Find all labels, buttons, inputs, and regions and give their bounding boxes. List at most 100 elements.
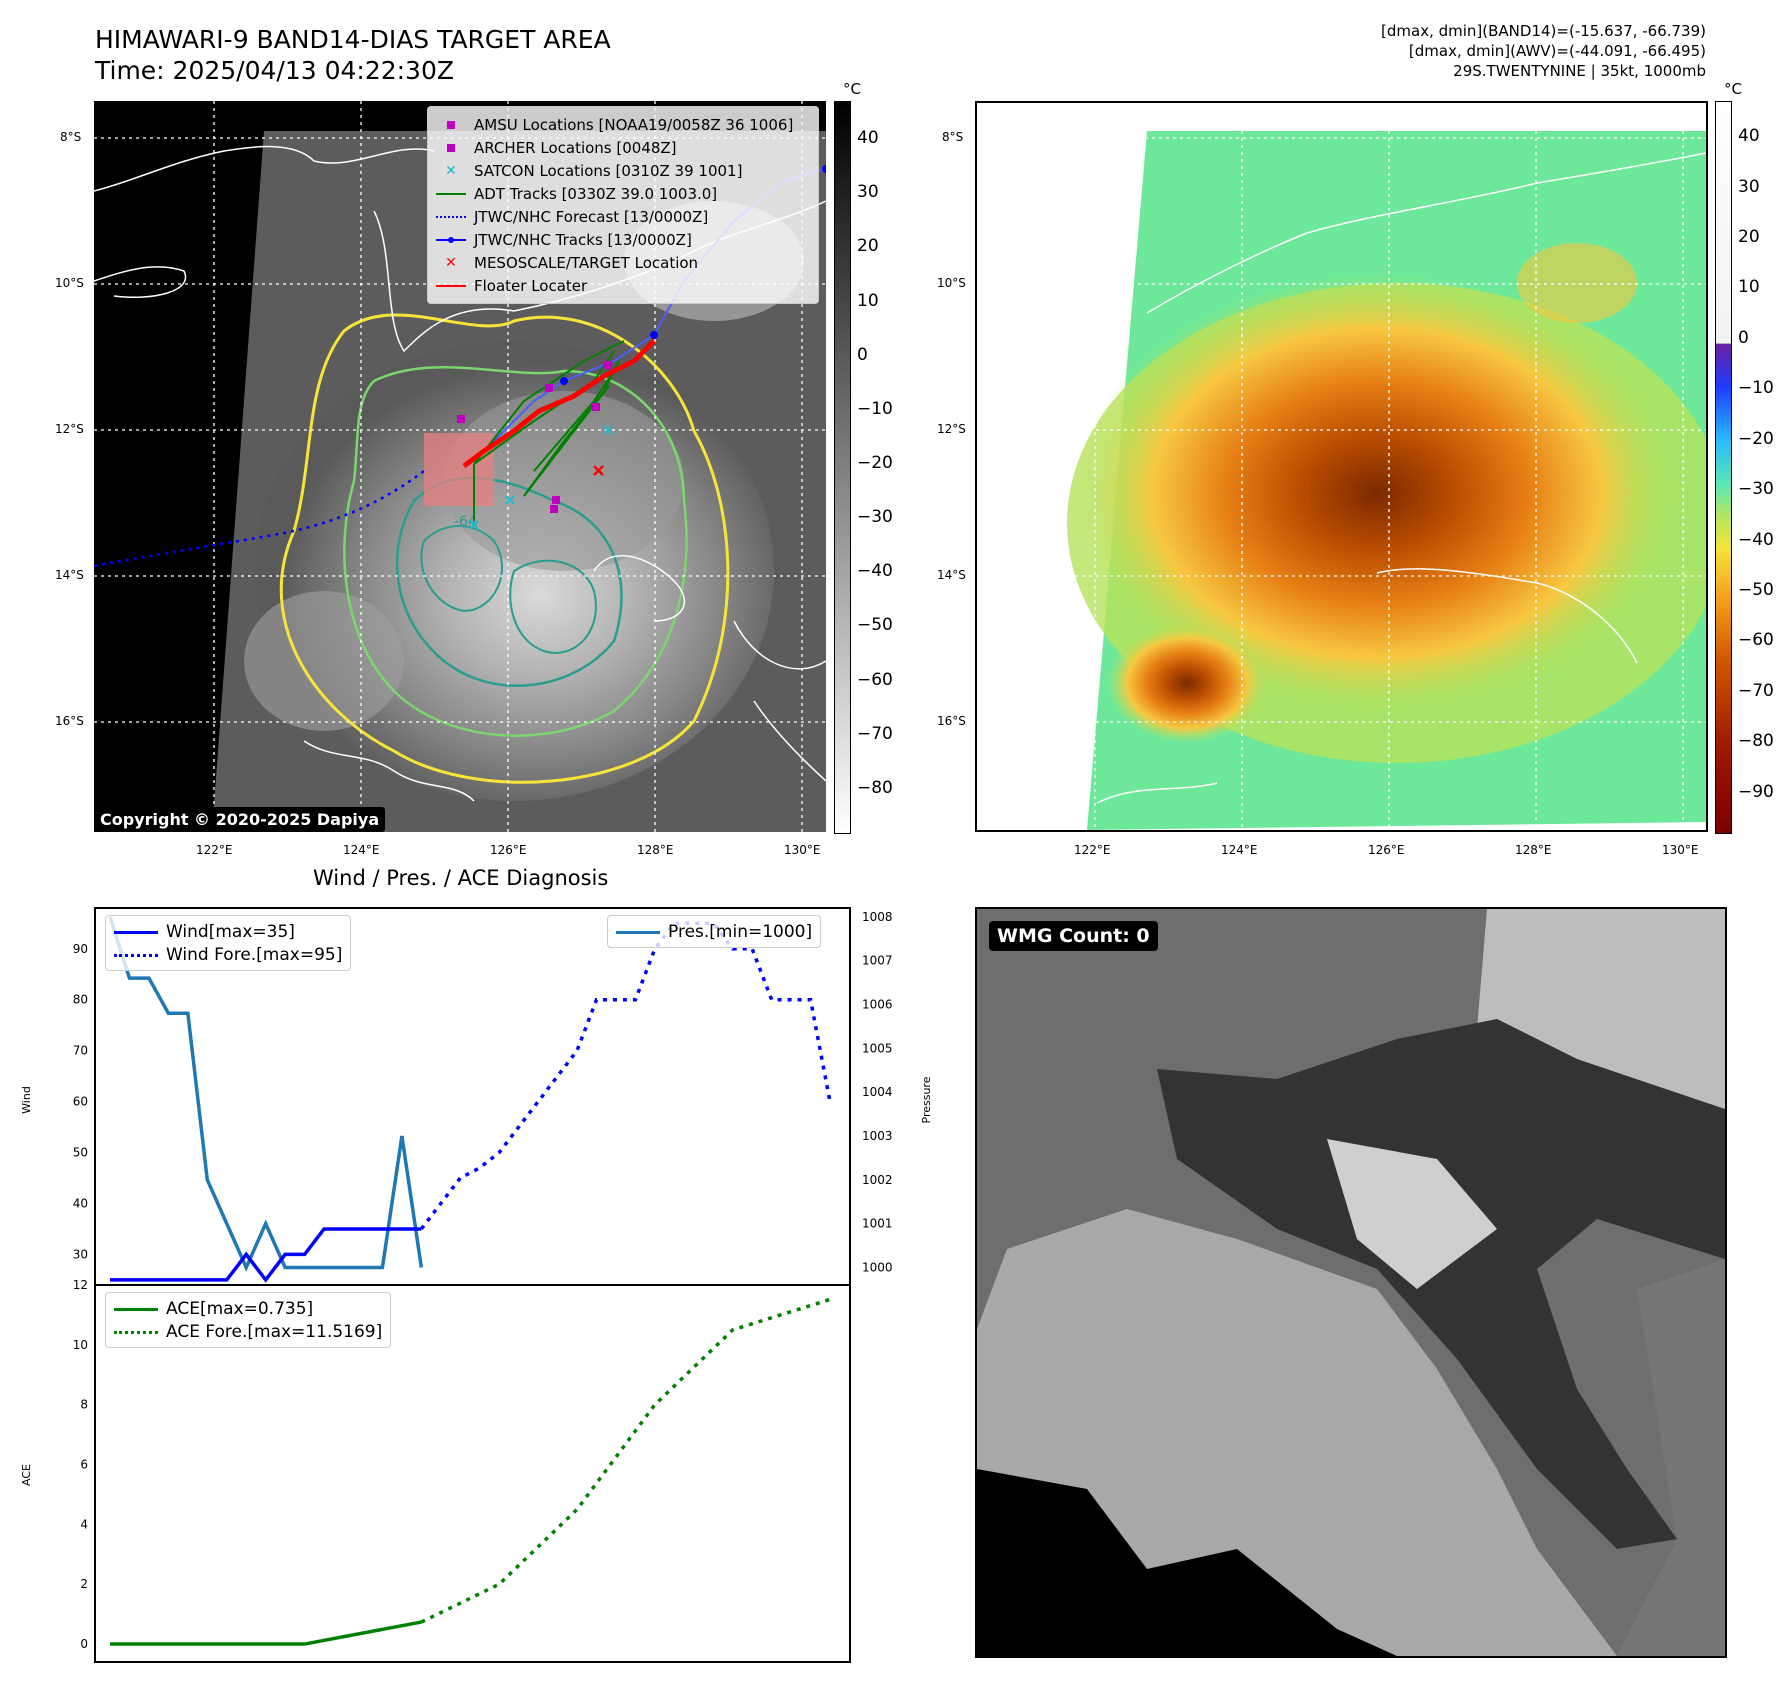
- legend-item-floater: Floater Locater: [436, 274, 810, 297]
- pressure-tick-label: 1004: [862, 1085, 893, 1099]
- ace-tick-label: 0: [80, 1637, 88, 1651]
- colorbar-tick-label: 10: [1738, 277, 1760, 298]
- legend-item-satcon: ✕ SATCON Locations [0310Z 39 1001]: [445, 161, 743, 180]
- lat-label: 14°S: [55, 568, 84, 582]
- colorbar-tick-label: −80: [857, 777, 893, 798]
- gray-colorbar-unit: °C: [843, 80, 861, 98]
- target-area-box: [424, 433, 494, 506]
- lat-label: 12°S: [55, 422, 84, 436]
- wind-tick-label: 40: [73, 1196, 88, 1210]
- ace-series-line: [110, 1620, 422, 1646]
- diagnosis-chart: 3040506070809010001001100210031004100510…: [20, 907, 933, 1663]
- ace-tick-label: 2: [80, 1577, 88, 1591]
- colorbar-tick-label: −60: [1738, 630, 1774, 651]
- mesoscale-target-marker: [593, 465, 604, 476]
- colorbar-tick-label: −10: [857, 398, 893, 419]
- awv-map-image: [977, 103, 1727, 830]
- map-legend: AMSU Locations [NOAA19/0058Z 36 1006] AR…: [427, 106, 819, 304]
- colorbar-tick-label: 40: [857, 128, 879, 149]
- colorbar-tick-label: −50: [1738, 579, 1774, 600]
- wind-tick-label: 30: [73, 1247, 88, 1261]
- satcon-markers: [469, 425, 613, 530]
- colorbar-tick-label: −50: [857, 615, 893, 636]
- legend-item-amsu: AMSU Locations [NOAA19/0058Z 36 1006]: [436, 113, 810, 136]
- amsu-marker: [457, 415, 465, 423]
- wind-legend: Wind[max=35] Wind Fore.[max=95]: [105, 915, 352, 971]
- lon-label: 128°E: [1515, 843, 1552, 857]
- contour-label: -64: [454, 514, 477, 530]
- pressure-axis-label: Pressure: [920, 1076, 933, 1123]
- wind-axis-label: Wind: [20, 1086, 33, 1114]
- lon-label: 126°E: [1368, 843, 1405, 857]
- lat-label: 8°S: [942, 130, 964, 144]
- pressure-tick-label: 1001: [862, 1217, 893, 1231]
- colorbar-tick-label: −70: [857, 723, 893, 744]
- pressure-tick-label: 1007: [862, 954, 893, 968]
- archer-marker: [604, 361, 612, 369]
- color-colorbar-unit: °C: [1724, 80, 1742, 98]
- wmg-count-badge: WMG Count: 0: [989, 921, 1158, 951]
- colorbar-tick-label: −40: [1738, 529, 1774, 550]
- legend-item-adt: ADT Tracks [0330Z 39.0 1003.0]: [436, 182, 810, 205]
- legend-ace: ACE[max=0.735]: [166, 1298, 314, 1319]
- colorbar-tick-label: 0: [857, 344, 868, 365]
- colorbar-tick-label: 20: [1738, 227, 1760, 248]
- pressure-tick-label: 1008: [862, 910, 893, 924]
- wind-tick-label: 70: [73, 1044, 88, 1058]
- pressure-tick-label: 1000: [862, 1260, 893, 1274]
- copyright-label: Copyright © 2020-2025 Dapiya: [94, 807, 386, 832]
- wind-tick-label: 90: [73, 942, 88, 956]
- ace-tick-label: 8: [80, 1398, 88, 1412]
- color-colorbar: [1715, 101, 1732, 834]
- ace-forecast-series-line: [420, 1297, 831, 1624]
- jtwc-forecast-line: [93, 469, 425, 568]
- wind-tick-label: 50: [73, 1146, 88, 1160]
- floater-track: [462, 339, 656, 468]
- colorbar-tick-label: −10: [1738, 378, 1774, 399]
- legend-wind: Wind[max=35]: [166, 921, 295, 942]
- ace-tick-label: 4: [80, 1517, 88, 1531]
- storm-info: 29S.TWENTYNINE | 35kt, 1000mb: [1453, 62, 1706, 80]
- lat-label: 10°S: [55, 276, 84, 290]
- gray-colorbar: [834, 101, 851, 834]
- ace-tick-label: 6: [80, 1458, 88, 1472]
- lon-label: 122°E: [1074, 843, 1111, 857]
- wind-forecast-series-line: [419, 921, 832, 1231]
- colorbar-tick-label: 30: [1738, 176, 1760, 197]
- stats-line2: [dmax, dmin](AWV)=(-44.091, -66.495): [1408, 42, 1706, 60]
- awv-map-panel: [975, 101, 1727, 832]
- pressure-series-line: [108, 916, 424, 1272]
- lon-label: 122°E: [196, 843, 233, 857]
- legend-item-mesoscale: ✕ MESOSCALE/TARGET Location: [445, 253, 699, 272]
- wmg-image: [977, 909, 1725, 1656]
- colorbar-tick-label: −40: [857, 561, 893, 582]
- lon-label: 124°E: [1221, 843, 1258, 857]
- figure-title-line2: Time: 2025/04/13 04:22:30Z: [95, 56, 454, 85]
- figure-title-line1: HIMAWARI-9 BAND14-DIAS TARGET AREA: [95, 25, 611, 54]
- diagnosis-title: Wind / Pres. / ACE Diagnosis: [313, 866, 609, 890]
- legend-item-jtwc-forecast: JTWC/NHC Forecast [13/0000Z]: [436, 205, 810, 228]
- pressure-legend: Pres.[min=1000]: [607, 915, 822, 948]
- colorbar-tick-label: −80: [1738, 731, 1774, 752]
- colorbar-tick-label: 20: [857, 236, 879, 257]
- ace-legend: ACE[max=0.735] ACE Fore.[max=11.5169]: [105, 1292, 392, 1348]
- lon-label: 124°E: [343, 843, 380, 857]
- stats-line1: [dmax, dmin](BAND14)=(-15.637, -66.739): [1381, 22, 1706, 40]
- ace-tick-label: 10: [73, 1338, 88, 1352]
- colorbar-tick-label: 10: [857, 290, 879, 311]
- lat-label: 10°S: [937, 276, 966, 290]
- colorbar-tick-label: 30: [857, 182, 879, 203]
- lat-label: 8°S: [60, 130, 82, 144]
- lon-label: 128°E: [637, 843, 674, 857]
- legend-ace-forecast: ACE Fore.[max=11.5169]: [166, 1321, 383, 1342]
- pressure-tick-label: 1003: [862, 1129, 893, 1143]
- wind-tick-label: 80: [73, 993, 88, 1007]
- colorbar-tick-label: −20: [1738, 428, 1774, 449]
- legend-pressure: Pres.[min=1000]: [668, 921, 813, 942]
- colorbar-tick-label: −20: [857, 452, 893, 473]
- pressure-tick-label: 1006: [862, 997, 893, 1011]
- pressure-tick-label: 1005: [862, 1041, 893, 1055]
- lon-label: 130°E: [784, 843, 821, 857]
- pressure-tick-label: 1002: [862, 1173, 893, 1187]
- colorbar-tick-label: −70: [1738, 680, 1774, 701]
